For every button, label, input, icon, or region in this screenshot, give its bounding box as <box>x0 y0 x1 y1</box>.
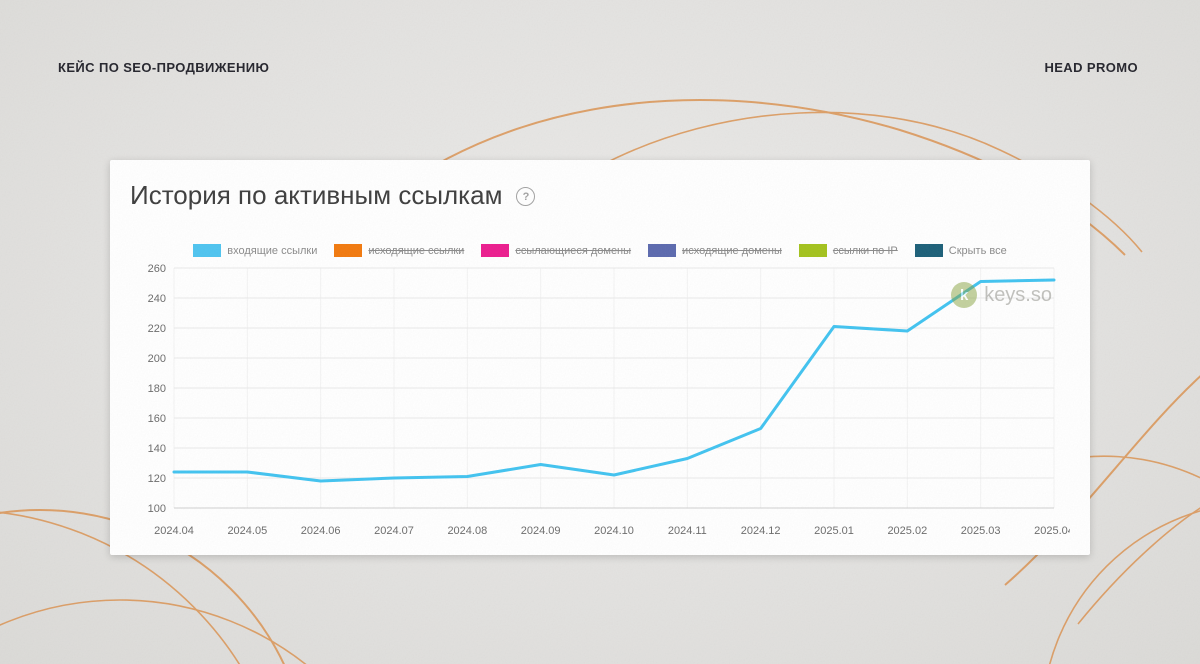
legend-item-5[interactable]: Скрыть все <box>914 244 1007 257</box>
line-chart: 100 120 140 160 180 200 220 240 260 2024.04 2024.0… <box>148 263 1070 537</box>
case-title: КЕЙС ПО SEO-ПРОДВИЖЕНИЮ <box>58 60 270 75</box>
brand-title: HEAD PROMO <box>1044 60 1138 75</box>
svg-text:180: 180 <box>148 383 166 395</box>
legend-label: входящие ссылки <box>227 244 318 257</box>
svg-text:2024.12: 2024.12 <box>741 525 781 537</box>
chart-card: История по активным ссылкам ? входящие с… <box>110 160 1090 555</box>
legend-label: ссылки по IP <box>832 244 898 257</box>
svg-text:220: 220 <box>148 323 166 335</box>
svg-text:2024.10: 2024.10 <box>594 525 634 537</box>
svg-text:2024.04: 2024.04 <box>154 525 194 537</box>
svg-text:2024.06: 2024.06 <box>301 525 341 537</box>
svg-text:240: 240 <box>148 293 166 305</box>
legend-label: исходящие ссылки <box>368 244 465 257</box>
legend-swatch <box>481 244 510 257</box>
legend-item-3[interactable]: исходящие домены <box>648 244 782 257</box>
help-icon[interactable]: ? <box>516 187 536 206</box>
svg-text:2025.04: 2025.04 <box>1034 525 1070 537</box>
svg-text:200: 200 <box>148 353 166 365</box>
svg-text:100: 100 <box>148 503 166 515</box>
chart-area: 100 120 140 160 180 200 220 240 260 2024.04 2024.0… <box>130 260 1070 542</box>
legend-swatch <box>648 244 677 257</box>
chart-legend: входящие ссылки исходящие ссылки ссылающие… <box>110 244 1090 257</box>
card-header: История по активным ссылкам ? <box>130 178 536 212</box>
svg-text:160: 160 <box>148 413 166 425</box>
legend-label: исходящие домены <box>682 244 782 257</box>
legend-item-1[interactable]: исходящие ссылки <box>334 244 464 257</box>
svg-text:2024.07: 2024.07 <box>374 525 414 537</box>
svg-text:260: 260 <box>148 263 166 275</box>
legend-swatch <box>798 244 827 257</box>
legend-item-0[interactable]: входящие ссылки <box>193 244 317 257</box>
legend-item-4[interactable]: ссылки по IP <box>798 244 898 257</box>
legend-swatch <box>914 244 943 257</box>
svg-text:140: 140 <box>148 443 166 455</box>
svg-text:2025.01: 2025.01 <box>814 525 854 537</box>
svg-text:2025.02: 2025.02 <box>887 525 927 537</box>
svg-text:120: 120 <box>148 473 166 485</box>
svg-text:2024.08: 2024.08 <box>447 525 487 537</box>
svg-text:2024.11: 2024.11 <box>668 525 707 537</box>
legend-swatch <box>193 244 222 257</box>
svg-text:2024.09: 2024.09 <box>521 525 561 537</box>
legend-item-2[interactable]: ссылающиеся домены <box>481 244 631 257</box>
svg-text:2025.03: 2025.03 <box>961 525 1001 537</box>
chart-title: История по активным ссылкам <box>130 180 503 210</box>
legend-label: ссылающиеся домены <box>515 244 632 257</box>
legend-label: Скрыть все <box>948 244 1007 257</box>
legend-swatch <box>334 244 363 257</box>
svg-text:2024.05: 2024.05 <box>227 525 267 537</box>
